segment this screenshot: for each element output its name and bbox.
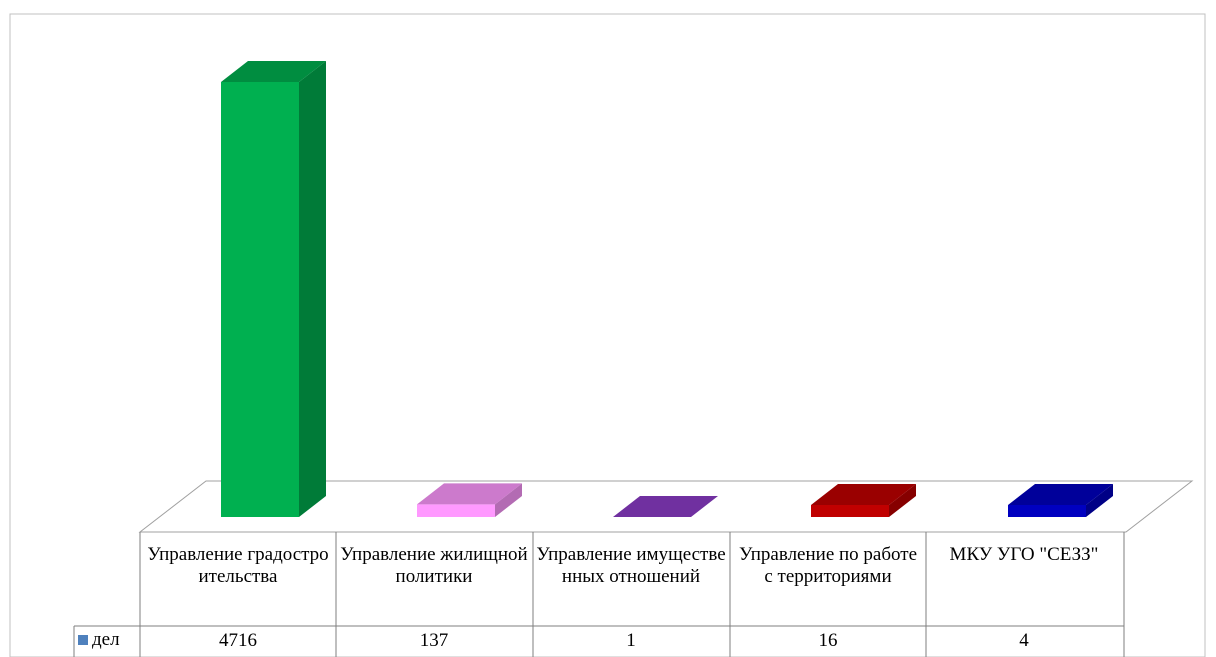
bar-top: [417, 483, 522, 505]
data-table-value: 137: [419, 630, 449, 651]
data-table-value: 4716: [219, 630, 257, 651]
legend-label: дел: [92, 629, 120, 650]
category-label: Управление градостроительства: [147, 544, 329, 587]
bar-top: [221, 61, 326, 82]
data-table-value: 1: [626, 630, 636, 651]
category-label: Управление по работе с территориями: [738, 544, 918, 587]
category-label: Управление жилищной политики: [340, 544, 528, 587]
data-table-grid: [73, 532, 1125, 657]
data-table-value: 16: [818, 630, 838, 651]
bar-front: [1008, 505, 1086, 517]
bar-top: [811, 484, 916, 505]
bar-front: [417, 504, 495, 517]
bar-top: [613, 496, 718, 517]
bar-side: [299, 61, 326, 517]
category-label: МКУ УГО "СЕЗЗ": [949, 544, 1099, 565]
bar-side: [495, 483, 522, 517]
bar-side: [1086, 484, 1113, 517]
legend-entry: дел: [78, 629, 120, 651]
data-table-value: 4: [1019, 630, 1029, 651]
legend-key-icon: [78, 635, 88, 645]
category-label: Управление имущественных отношений: [536, 544, 726, 587]
bar-side: [889, 484, 916, 517]
chart-border: [9, 13, 1206, 657]
bar-front: [811, 505, 889, 517]
bars-group: [221, 61, 1113, 517]
bar-front: [221, 82, 299, 517]
bar-top: [1008, 484, 1113, 505]
